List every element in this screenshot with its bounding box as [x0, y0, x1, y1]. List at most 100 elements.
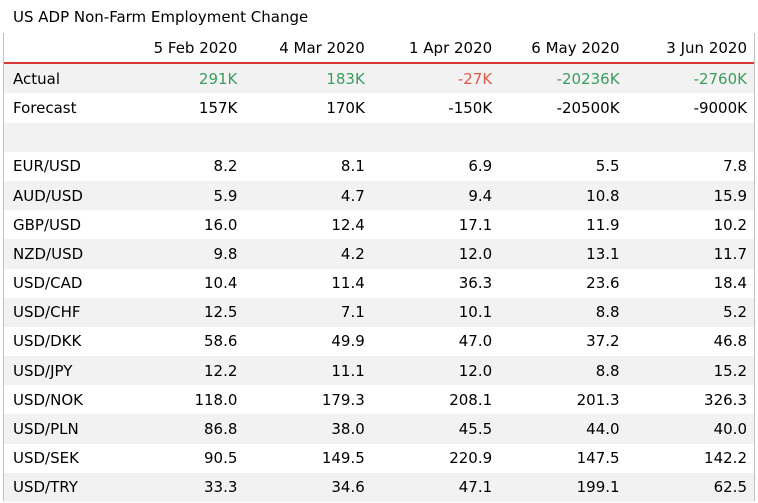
pair-value: 11.9: [500, 210, 628, 240]
pair-row: USD/JPY 12.2 11.1 12.0 8.8 15.2: [3, 356, 755, 386]
column-header: 5 Feb 2020: [153, 38, 238, 57]
pair-value: 16.0: [118, 210, 246, 240]
pair-value: 38.0: [245, 414, 373, 444]
pair-value: 12.0: [372, 239, 501, 269]
pair-value: 220.9: [372, 443, 501, 473]
pair-value: 118.0: [118, 385, 246, 415]
pair-name: AUD/USD: [3, 180, 118, 211]
pair-value: 36.3: [372, 268, 501, 298]
data-table: 5 Feb 2020 4 Mar 2020 1 Apr 2020 6 May 2…: [3, 33, 755, 502]
pair-value: 62.5: [627, 472, 755, 502]
pair-row: USD/PLN 86.8 38.0 45.5 44.0 40.0: [3, 414, 755, 444]
actual-value: 183K: [245, 63, 373, 94]
forecast-row: Forecast 157K 170K -150K -20500K -9000K: [3, 93, 755, 123]
forecast-value: -9000K: [627, 93, 755, 123]
pair-value: 10.1: [372, 297, 501, 327]
pair-value: 44.0: [500, 414, 628, 444]
forecast-value: 157K: [118, 93, 246, 123]
pair-row: USD/NOK 118.0 179.3 208.1 201.3 326.3: [3, 385, 755, 415]
pair-name: USD/TRY: [3, 472, 118, 502]
spacer-cell: [3, 122, 118, 152]
pair-name: USD/PLN: [3, 414, 118, 444]
pair-value: 9.8: [118, 239, 246, 269]
pair-value: 9.4: [372, 180, 501, 211]
pair-value: 149.5: [245, 443, 373, 473]
pair-value: 8.8: [500, 297, 628, 327]
column-header: 3 Jun 2020: [666, 38, 747, 57]
pair-value: 10.4: [118, 268, 246, 298]
pair-value: 326.3: [627, 385, 755, 415]
pair-value: 47.1: [372, 472, 501, 502]
pair-value: 5.5: [500, 151, 628, 181]
pair-value: 15.9: [627, 180, 755, 211]
pair-value: 18.4: [627, 268, 755, 298]
pair-row: NZD/USD 9.8 4.2 12.0 13.1 11.7: [3, 239, 755, 269]
pair-value: 45.5: [372, 414, 501, 444]
pair-value: 11.7: [627, 239, 755, 269]
pair-value: 12.2: [118, 356, 246, 386]
spacer-cell: [500, 122, 628, 152]
pair-value: 142.2: [627, 443, 755, 473]
pair-value: 7.1: [245, 297, 373, 327]
row-label: Actual: [3, 63, 118, 94]
pair-name: USD/JPY: [3, 356, 118, 386]
actual-value: -2760K: [627, 63, 755, 94]
pair-value: 49.9: [245, 326, 373, 357]
pair-value: 46.8: [627, 326, 755, 357]
pair-name: NZD/USD: [3, 239, 118, 269]
column-header: 4 Mar 2020: [279, 38, 365, 57]
pair-value: 12.4: [245, 210, 373, 240]
pair-value: 4.2: [245, 239, 373, 269]
forecast-value: -20500K: [500, 93, 628, 123]
pair-value: 179.3: [245, 385, 373, 415]
header-row: 5 Feb 2020 4 Mar 2020 1 Apr 2020 6 May 2…: [3, 33, 755, 64]
table-title: US ADP Non-Farm Employment Change: [13, 8, 309, 26]
actual-value: -27K: [372, 63, 501, 94]
pair-value: 17.1: [372, 210, 501, 240]
pair-value: 11.4: [245, 268, 373, 298]
pair-value: 90.5: [118, 443, 246, 473]
forecast-value: 170K: [245, 93, 373, 123]
pair-name: GBP/USD: [3, 210, 118, 240]
pair-row: USD/SEK 90.5 149.5 220.9 147.5 142.2: [3, 443, 755, 473]
pair-value: 8.2: [118, 151, 246, 181]
pair-value: 86.8: [118, 414, 246, 444]
spacer-row: [3, 122, 755, 152]
table-body: Actual 291K 183K -27K -20236K -2760K For…: [3, 63, 755, 502]
pair-value: 4.7: [245, 180, 373, 211]
pair-value: 33.3: [118, 472, 246, 502]
row-label: Forecast: [3, 93, 118, 123]
pair-row: GBP/USD 16.0 12.4 17.1 11.9 10.2: [3, 210, 755, 240]
pair-value: 12.0: [372, 356, 501, 386]
spacer-cell: [118, 122, 246, 152]
pair-value: 8.1: [245, 151, 373, 181]
column-header: 1 Apr 2020: [408, 38, 493, 57]
actual-value: 291K: [118, 63, 246, 94]
actual-value: -20236K: [500, 63, 628, 94]
pair-row: USD/CHF 12.5 7.1 10.1 8.8 5.2: [3, 297, 755, 327]
pair-value: 11.1: [245, 356, 373, 386]
header-blank: [3, 33, 118, 63]
pair-name: USD/DKK: [3, 326, 118, 357]
pair-value: 58.6: [118, 326, 246, 357]
pair-value: 34.6: [245, 472, 373, 502]
pair-value: 23.6: [500, 268, 628, 298]
pair-value: 6.9: [372, 151, 501, 181]
pair-value: 201.3: [500, 385, 628, 415]
column-header: 6 May 2020: [531, 38, 620, 57]
pair-value: 40.0: [627, 414, 755, 444]
pair-value: 37.2: [500, 326, 628, 357]
pair-value: 15.2: [627, 356, 755, 386]
pair-row: EUR/USD 8.2 8.1 6.9 5.5 7.8: [3, 151, 755, 181]
pair-value: 10.8: [500, 180, 628, 211]
pair-value: 10.2: [627, 210, 755, 240]
pair-value: 208.1: [372, 385, 501, 415]
pair-value: 12.5: [118, 297, 246, 327]
forecast-value: -150K: [372, 93, 501, 123]
pair-row: AUD/USD 5.9 4.7 9.4 10.8 15.9: [3, 180, 755, 211]
spacer-cell: [245, 122, 373, 152]
pair-name: USD/CAD: [3, 268, 118, 298]
actual-row: Actual 291K 183K -27K -20236K -2760K: [3, 63, 755, 94]
spacer-cell: [627, 122, 755, 152]
pair-value: 5.2: [627, 297, 755, 327]
